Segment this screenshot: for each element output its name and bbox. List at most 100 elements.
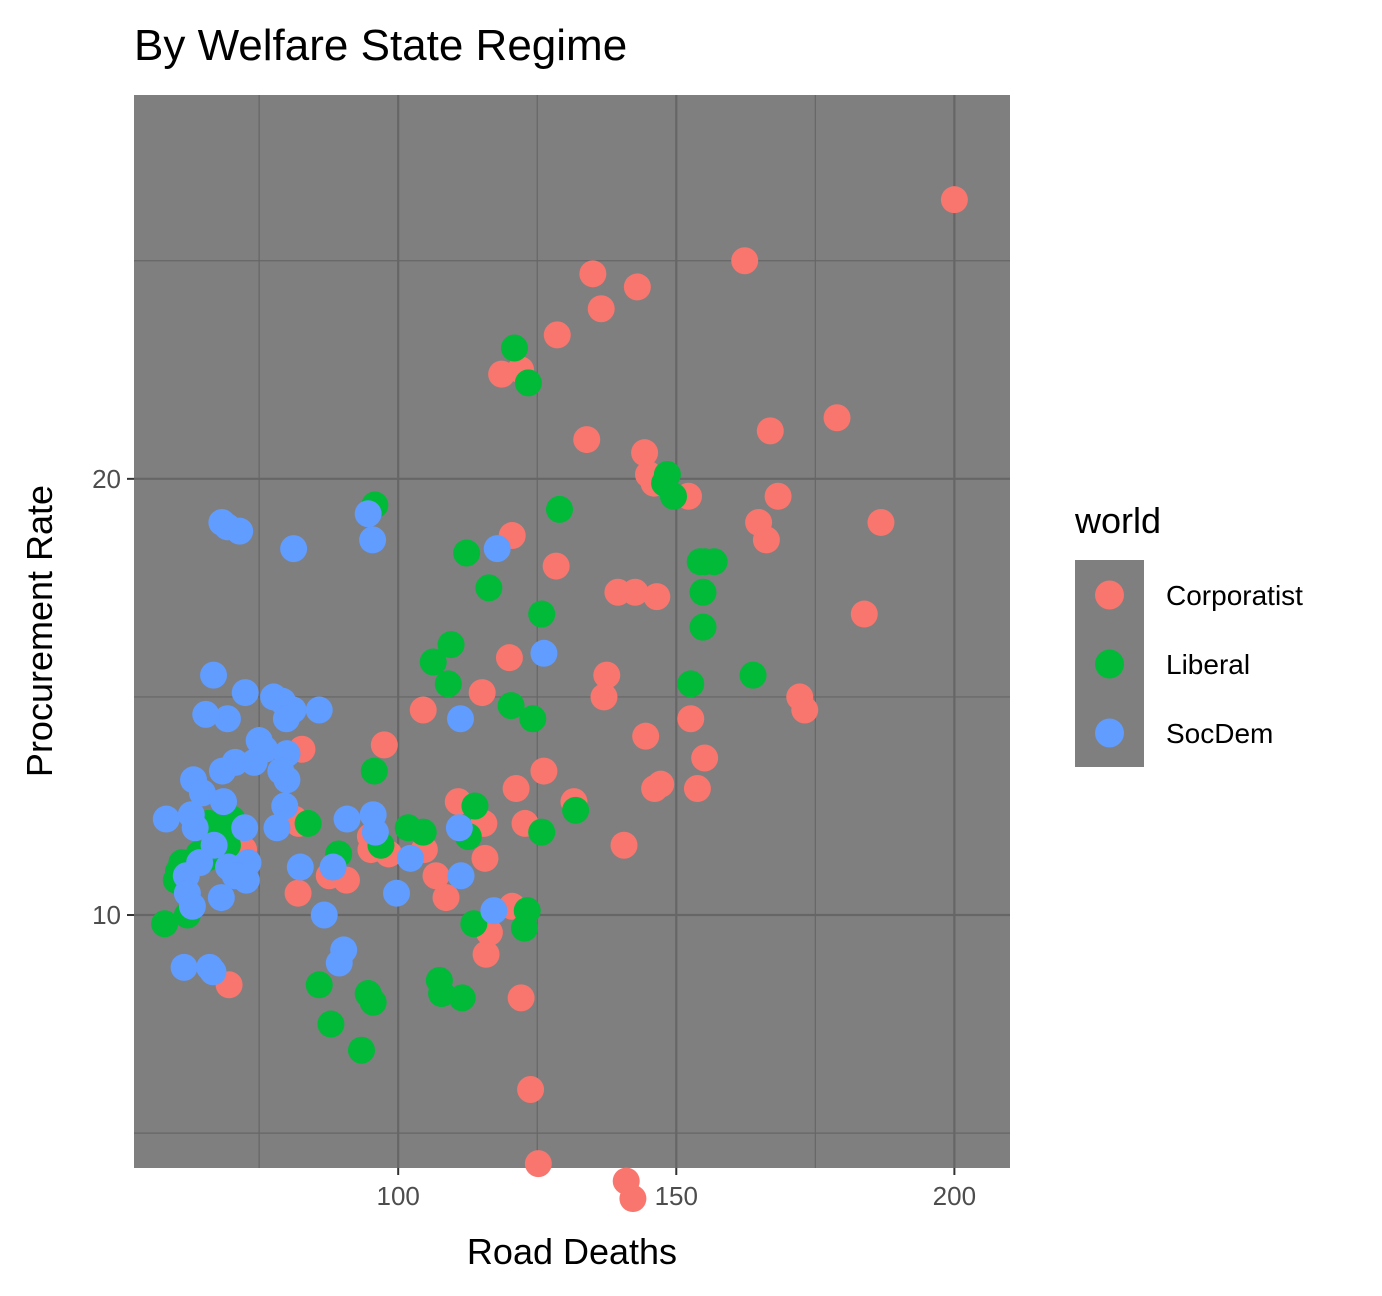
- data-point-corporatist: [502, 775, 530, 803]
- data-point-corporatist: [468, 679, 496, 707]
- data-point-corporatist: [621, 578, 649, 606]
- data-point-socdem: [200, 661, 228, 689]
- data-point-socdem: [445, 814, 473, 842]
- data-point-socdem: [310, 901, 338, 929]
- data-point-socdem: [273, 766, 301, 794]
- chart-title: By Welfare State Regime: [134, 21, 627, 70]
- data-point-corporatist: [284, 879, 312, 907]
- data-point-liberal: [317, 1010, 345, 1038]
- data-point-socdem: [483, 535, 511, 563]
- data-point-socdem: [305, 696, 333, 724]
- data-point-liberal: [305, 971, 333, 999]
- data-point-corporatist: [573, 426, 601, 454]
- data-point-socdem: [280, 535, 308, 563]
- data-point-liberal: [360, 757, 388, 785]
- data-point-socdem: [263, 814, 291, 842]
- data-point-liberal: [562, 796, 590, 824]
- data-point-socdem: [207, 884, 235, 912]
- data-point-corporatist: [543, 321, 571, 349]
- data-point-socdem: [396, 844, 424, 872]
- data-point-socdem: [325, 949, 353, 977]
- x-tick-label: 200: [933, 1181, 976, 1211]
- data-point-liberal: [419, 648, 447, 676]
- data-point-corporatist: [507, 984, 535, 1012]
- data-point-corporatist: [471, 844, 499, 872]
- data-point-socdem: [271, 792, 299, 820]
- data-point-socdem: [199, 958, 227, 986]
- legend-title: world: [1074, 500, 1161, 541]
- data-point-socdem: [231, 814, 259, 842]
- data-point-corporatist: [940, 186, 968, 214]
- data-point-socdem: [240, 748, 268, 776]
- data-point-corporatist: [756, 417, 784, 445]
- data-point-liberal: [500, 334, 528, 362]
- data-point-socdem: [286, 853, 314, 881]
- data-point-liberal: [434, 670, 462, 698]
- x-tick-label: 100: [376, 1181, 419, 1211]
- data-point-corporatist: [631, 439, 659, 467]
- data-point-liberal: [448, 984, 476, 1012]
- data-point-liberal: [514, 369, 542, 397]
- data-point-corporatist: [623, 273, 651, 301]
- data-point-socdem: [359, 526, 387, 554]
- data-point-socdem: [319, 853, 347, 881]
- y-axis-title: Procurement Rate: [19, 485, 60, 777]
- data-point-socdem: [446, 705, 474, 733]
- data-point-socdem: [447, 862, 475, 890]
- data-point-corporatist: [517, 1075, 545, 1103]
- data-point-corporatist: [590, 683, 618, 711]
- data-point-liberal: [497, 692, 525, 720]
- y-tick-label: 20: [92, 464, 121, 494]
- data-point-corporatist: [850, 600, 878, 628]
- data-point-corporatist: [422, 862, 450, 890]
- legend-key-socdem: [1095, 718, 1124, 748]
- data-point-corporatist: [683, 775, 711, 803]
- data-point-corporatist: [823, 404, 851, 432]
- data-point-liberal: [409, 818, 437, 846]
- data-point-socdem: [480, 897, 508, 925]
- data-point-liberal: [475, 574, 503, 602]
- data-point-liberal: [151, 910, 179, 938]
- legend-label-corporatist: Corporatist: [1166, 580, 1303, 611]
- data-point-liberal: [528, 818, 556, 846]
- data-point-corporatist: [643, 583, 671, 611]
- data-point-corporatist: [791, 696, 819, 724]
- data-point-corporatist: [731, 247, 759, 275]
- data-point-socdem: [226, 517, 254, 545]
- data-point-socdem: [530, 639, 558, 667]
- data-point-liberal: [453, 539, 481, 567]
- data-point-socdem: [354, 500, 382, 528]
- data-point-socdem: [333, 805, 361, 833]
- data-point-corporatist: [530, 757, 558, 785]
- data-point-corporatist: [752, 526, 780, 554]
- data-point-socdem: [200, 831, 228, 859]
- data-point-socdem: [208, 757, 236, 785]
- legend-key-liberal: [1095, 649, 1124, 679]
- data-point-socdem: [231, 679, 259, 707]
- data-point-liberal: [689, 613, 717, 641]
- data-point-corporatist: [432, 884, 460, 912]
- data-points: [151, 186, 968, 1213]
- data-point-liberal: [528, 600, 556, 628]
- data-point-corporatist: [691, 744, 719, 772]
- data-point-corporatist: [370, 731, 398, 759]
- data-point-socdem: [170, 953, 198, 981]
- series-socdem: [152, 500, 558, 986]
- legend-label-liberal: Liberal: [1166, 649, 1250, 680]
- data-point-corporatist: [593, 661, 621, 689]
- data-point-socdem: [152, 805, 180, 833]
- data-point-socdem: [361, 818, 389, 846]
- data-point-corporatist: [579, 260, 607, 288]
- data-point-corporatist: [764, 482, 792, 510]
- y-tick-label: 10: [92, 900, 121, 930]
- data-point-socdem: [210, 788, 238, 816]
- legend-key-corporatist: [1095, 580, 1124, 610]
- data-point-corporatist: [677, 705, 705, 733]
- data-point-liberal: [660, 482, 688, 510]
- data-point-liberal: [460, 910, 488, 938]
- data-point-socdem: [178, 892, 206, 920]
- data-point-corporatist: [524, 1150, 552, 1178]
- data-point-liberal: [545, 495, 573, 523]
- data-point-socdem: [232, 866, 260, 894]
